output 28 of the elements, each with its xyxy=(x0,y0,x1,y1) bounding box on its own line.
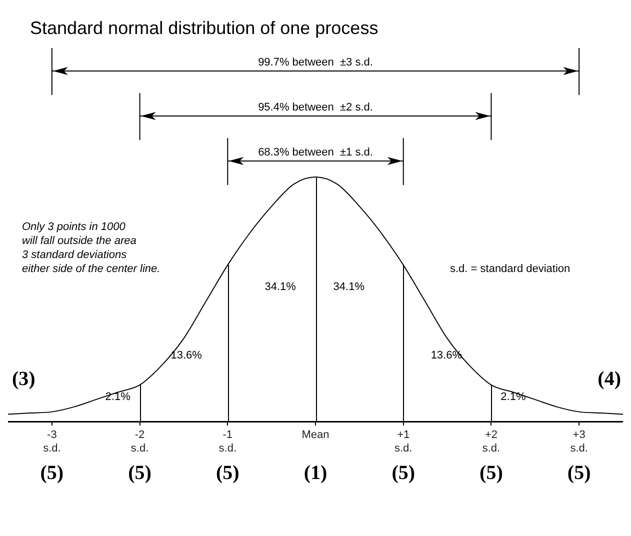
annotation: (3) xyxy=(12,368,36,390)
text: (5) xyxy=(128,462,152,484)
text: 95.4% between ±2 s.d. xyxy=(258,102,373,114)
annotation: s.d. = standard deviation xyxy=(450,262,570,276)
x-tick-label: +3 s.d. xyxy=(570,429,588,454)
annotation: 13.6% xyxy=(170,350,202,362)
x-tick-label: -3 s.d. xyxy=(43,429,61,454)
text: (5) xyxy=(40,462,64,484)
text: (5) xyxy=(480,462,503,484)
text: (1) xyxy=(304,462,328,484)
annotation: 13.6% xyxy=(430,350,462,362)
text: 68.3% between ±1 s.d. xyxy=(258,146,373,159)
x-tick-label: -2 s.d. xyxy=(130,429,149,454)
annotation: (4) xyxy=(598,368,621,390)
chart-title: Standard normal distribution of one process xyxy=(29,17,380,40)
annotation: Only 3 points in 1000 will fall outside the area 3 standard deviations either side of the center line. xyxy=(22,220,160,276)
x-tick-label: -1 s.d. xyxy=(218,429,237,454)
x-tick-label: Mean xyxy=(302,429,330,442)
text: (5) xyxy=(567,462,591,484)
annotation: 34.1% xyxy=(264,281,296,294)
annotation: 2.1% xyxy=(500,391,526,404)
annotation: 2.1% xyxy=(105,391,131,404)
text: (5) xyxy=(216,462,240,484)
annotation: 34.1% xyxy=(333,281,365,294)
x-tick-label: +2 s.d. xyxy=(482,429,500,454)
x-tick-label: +1 s.d. xyxy=(394,429,412,454)
text: 99.7% between ±3 s.d. xyxy=(258,56,373,69)
text: (5) xyxy=(392,462,416,484)
